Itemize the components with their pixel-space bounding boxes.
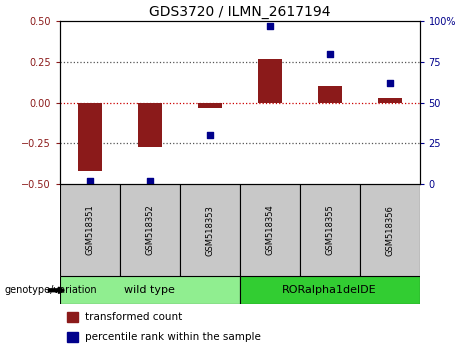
Title: GDS3720 / ILMN_2617194: GDS3720 / ILMN_2617194	[149, 5, 331, 19]
Point	[206, 132, 213, 138]
Bar	[67, 312, 78, 322]
Text: GSM518355: GSM518355	[325, 205, 334, 256]
Bar	[378, 98, 402, 103]
Bar	[360, 184, 420, 276]
Bar	[78, 103, 102, 171]
Point	[86, 178, 94, 184]
Point	[326, 51, 333, 57]
Text: GSM518354: GSM518354	[265, 205, 274, 256]
Text: percentile rank within the sample: percentile rank within the sample	[85, 332, 261, 342]
Text: GSM518356: GSM518356	[385, 205, 394, 256]
Bar	[180, 184, 240, 276]
Point	[386, 80, 393, 86]
Point	[146, 178, 154, 184]
Bar	[258, 59, 282, 103]
Text: GSM518353: GSM518353	[205, 205, 214, 256]
Text: genotype/variation: genotype/variation	[5, 285, 97, 295]
Text: GSM518351: GSM518351	[85, 205, 95, 256]
Bar	[60, 276, 240, 304]
Bar	[240, 184, 300, 276]
Text: RORalpha1delDE: RORalpha1delDE	[282, 285, 377, 295]
Bar	[318, 86, 342, 103]
Bar	[240, 276, 420, 304]
Text: GSM518352: GSM518352	[145, 205, 154, 256]
Bar	[300, 184, 360, 276]
Point	[266, 23, 273, 29]
Text: transformed count: transformed count	[85, 312, 183, 322]
Bar	[67, 332, 78, 342]
Bar	[198, 103, 222, 108]
Bar	[138, 103, 162, 147]
Bar	[60, 184, 120, 276]
Bar	[120, 184, 180, 276]
Text: wild type: wild type	[124, 285, 175, 295]
